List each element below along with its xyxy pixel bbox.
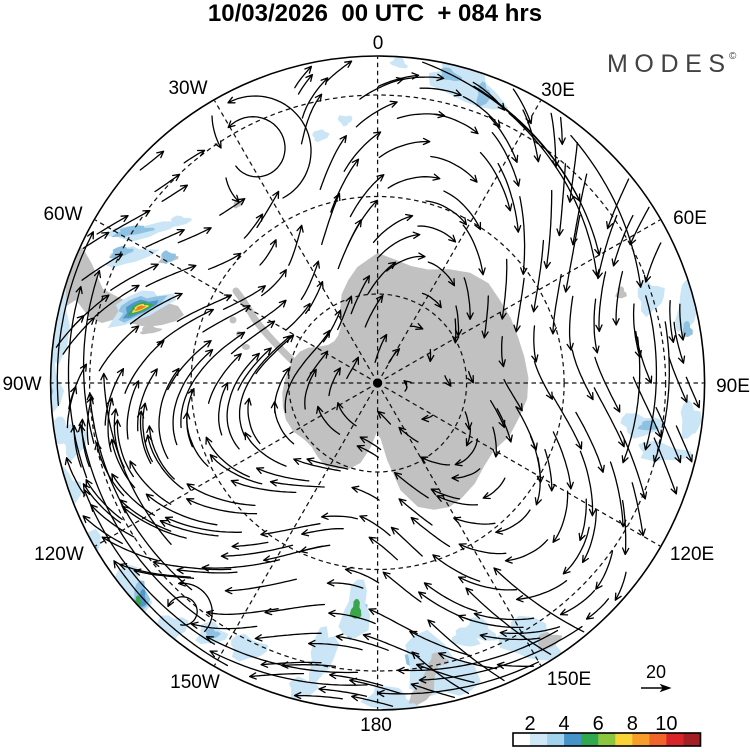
svg-text:120W: 120W xyxy=(34,544,84,565)
svg-text:0: 0 xyxy=(373,33,384,54)
svg-text:60W: 60W xyxy=(43,204,82,225)
svg-text:60E: 60E xyxy=(673,208,707,229)
svg-text:150E: 150E xyxy=(547,669,591,690)
svg-text:120E: 120E xyxy=(670,544,714,565)
svg-text:8: 8 xyxy=(627,713,638,735)
svg-text:180: 180 xyxy=(360,715,392,736)
svg-text:30E: 30E xyxy=(541,80,575,101)
svg-text:©: © xyxy=(729,51,737,62)
svg-text:6: 6 xyxy=(593,713,604,735)
svg-text:10: 10 xyxy=(655,713,677,735)
svg-text:20: 20 xyxy=(646,662,666,682)
svg-text:10/03/2026 00 UTC + 084 hrs: 10/03/2026 00 UTC + 084 hrs xyxy=(208,0,542,27)
svg-text:150W: 150W xyxy=(170,672,220,693)
svg-text:2: 2 xyxy=(524,713,535,735)
svg-text:90E: 90E xyxy=(716,376,750,397)
svg-text:MODES: MODES xyxy=(607,50,732,78)
svg-text:30W: 30W xyxy=(168,78,207,99)
svg-text:4: 4 xyxy=(559,713,570,735)
svg-text:90W: 90W xyxy=(2,374,41,395)
